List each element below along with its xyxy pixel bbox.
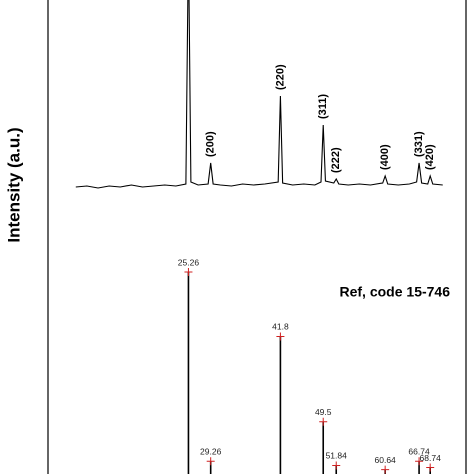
- peak-label: (200): [205, 131, 217, 157]
- stick-label: 51.84: [326, 451, 348, 461]
- peak-label: (400): [379, 144, 391, 170]
- peak-label: (331): [413, 131, 425, 157]
- stick-label: 66.74: [408, 447, 430, 457]
- xrd-pattern: [75, 0, 443, 189]
- stick-marker: [319, 417, 328, 426]
- stick-label: 68.74: [420, 453, 442, 463]
- peak-label: (311): [317, 94, 329, 119]
- stick-label: 29.26: [200, 447, 222, 457]
- stick-marker: [381, 465, 390, 474]
- stick-label: 60.64: [375, 455, 397, 465]
- stick-marker: [184, 268, 193, 276]
- stick-label: 41.8: [272, 322, 289, 332]
- y-axis-label: Intensity (a.u.): [4, 127, 23, 242]
- stick-marker: [276, 332, 285, 341]
- peak-label: (420): [424, 144, 436, 170]
- peak-label: (222): [330, 147, 342, 173]
- reference-title: Ref, code 15-746: [340, 284, 451, 300]
- stick-marker: [332, 461, 341, 470]
- stick-label: 25.26: [178, 257, 200, 267]
- stick-marker: [415, 457, 424, 466]
- stick-marker: [426, 463, 435, 472]
- peak-label: (220): [274, 64, 286, 90]
- stick-label: 49.5: [315, 407, 332, 417]
- stick-marker: [206, 457, 215, 466]
